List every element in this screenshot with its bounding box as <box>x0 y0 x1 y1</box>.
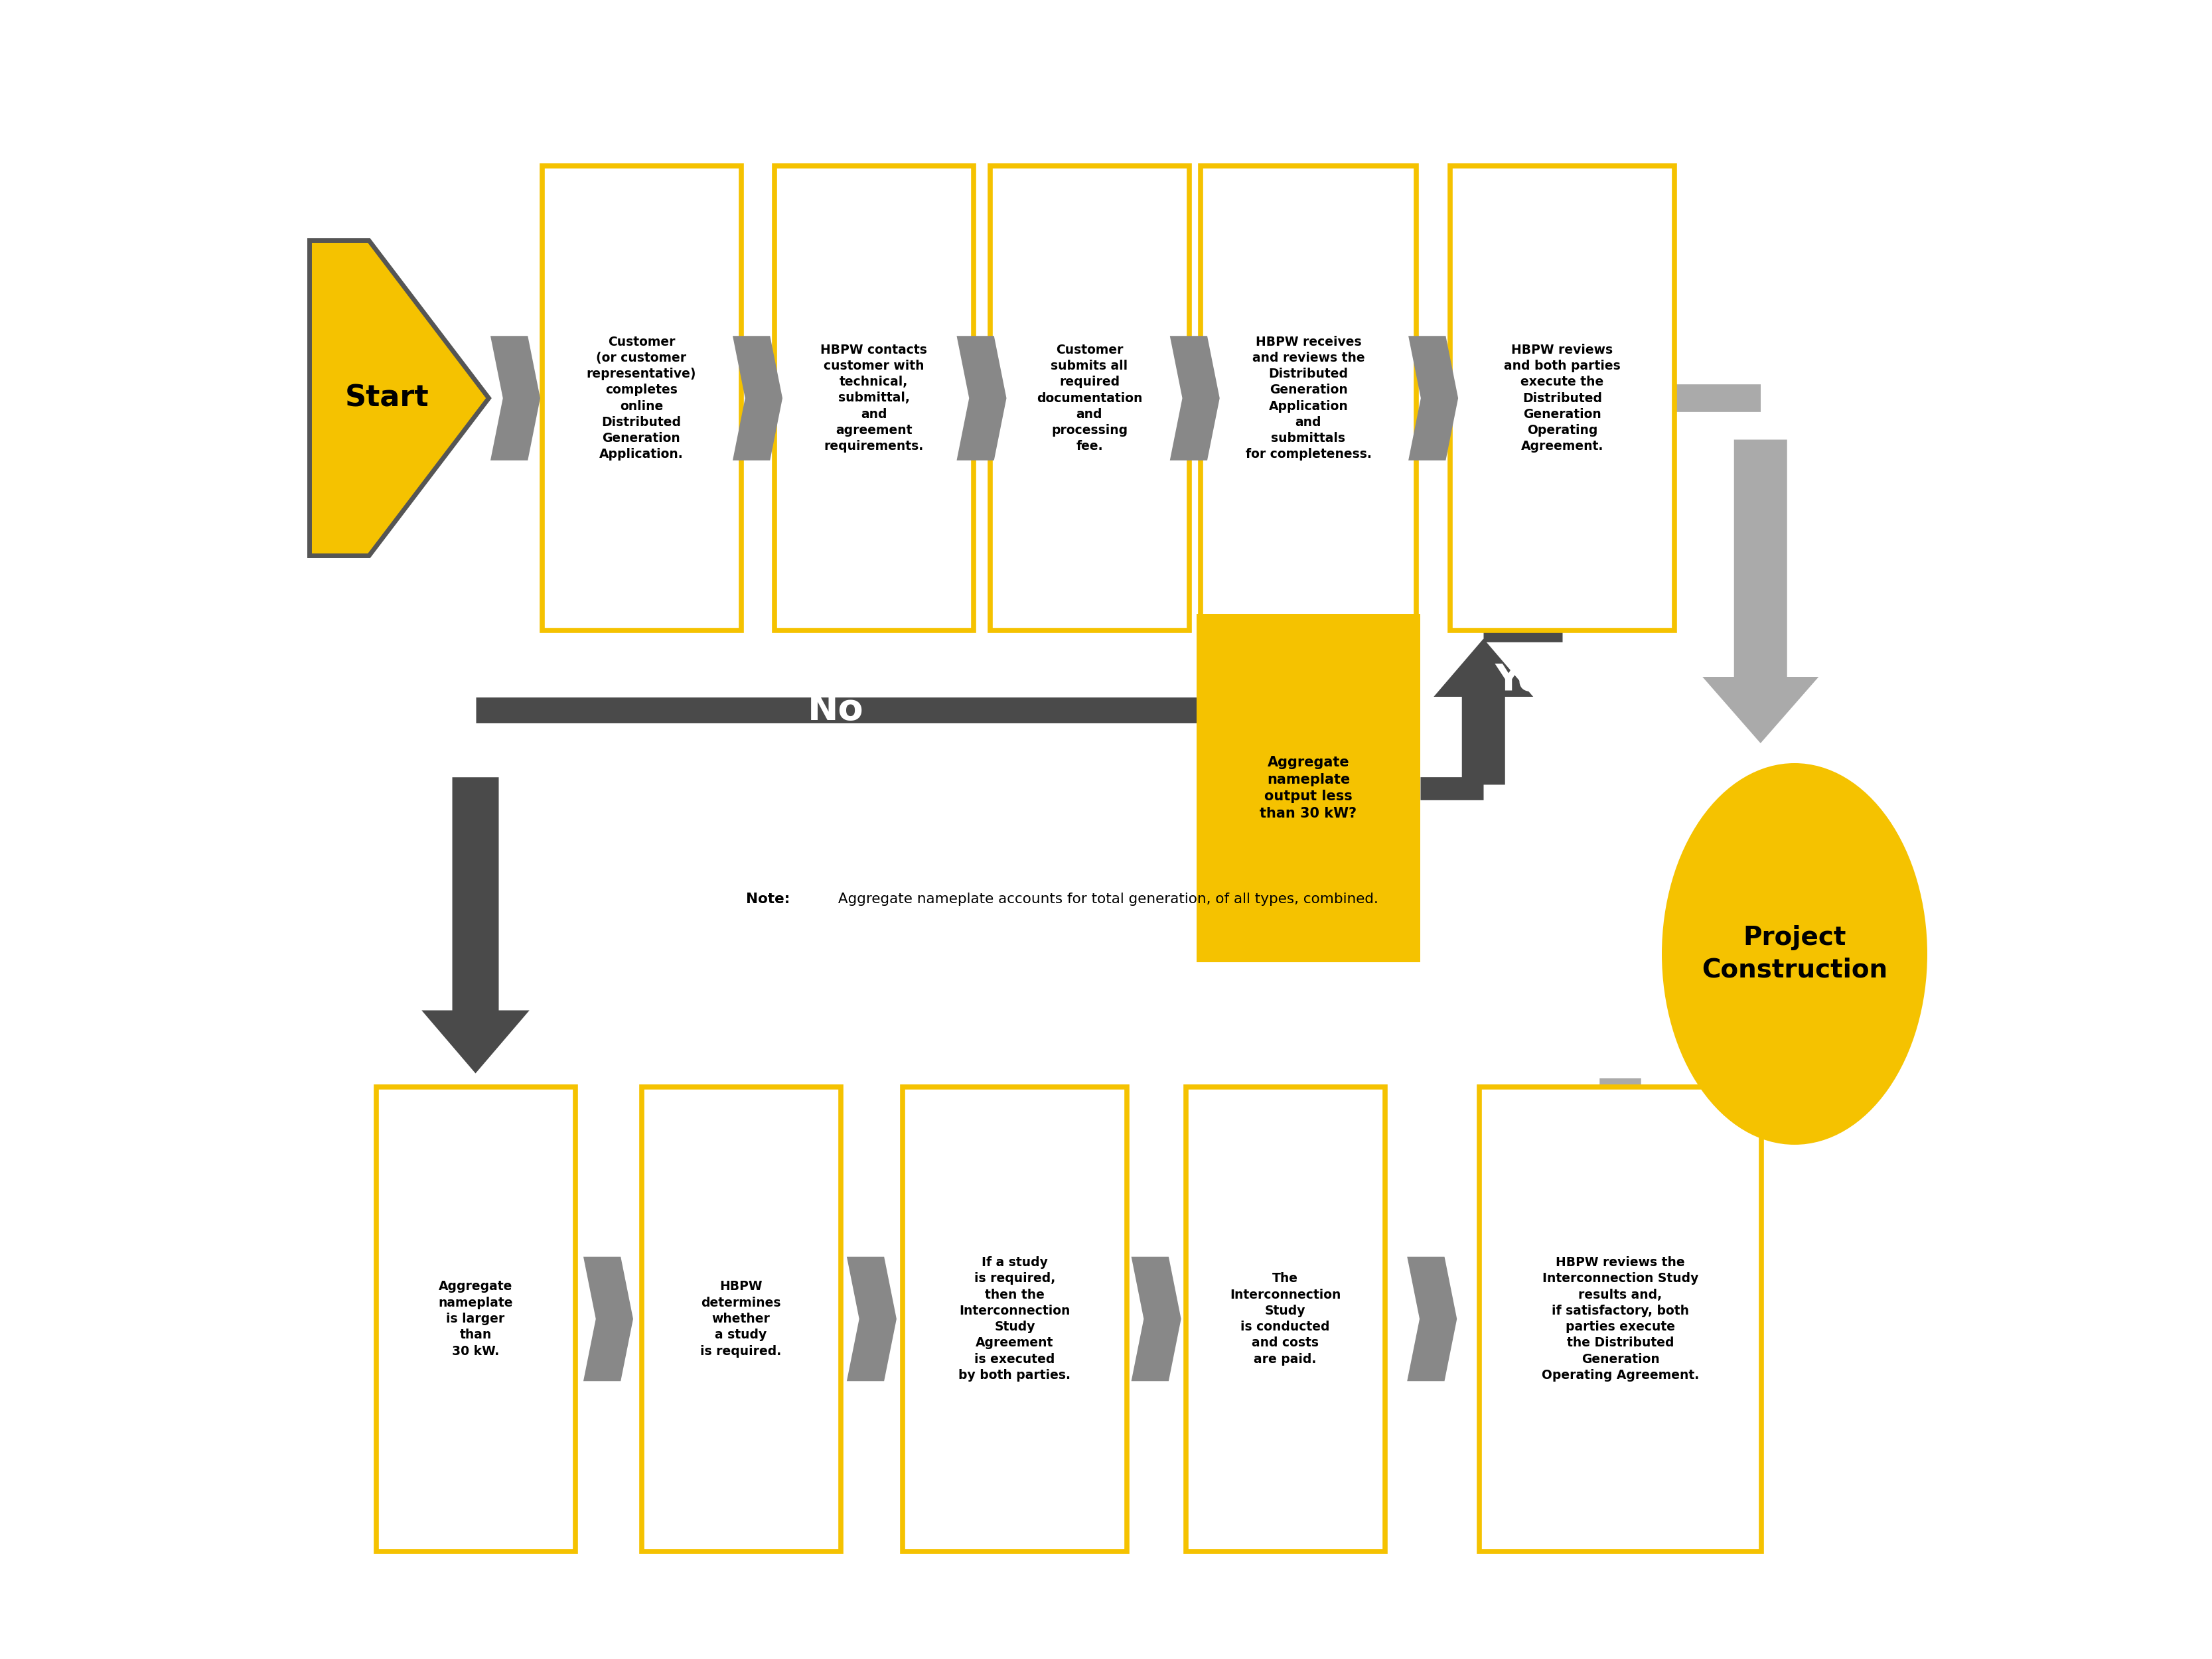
FancyBboxPatch shape <box>1480 1087 1761 1551</box>
Polygon shape <box>732 335 783 460</box>
Polygon shape <box>491 335 540 460</box>
FancyArrow shape <box>1703 440 1818 743</box>
FancyBboxPatch shape <box>774 166 973 630</box>
Text: HBPW reviews the
Interconnection Study
results and,
if satisfactory, both
partie: HBPW reviews the Interconnection Study r… <box>1542 1256 1699 1382</box>
FancyBboxPatch shape <box>376 1087 575 1551</box>
FancyBboxPatch shape <box>989 166 1190 630</box>
Polygon shape <box>956 335 1006 460</box>
Text: Project
Construction: Project Construction <box>1701 926 1887 982</box>
Polygon shape <box>1407 1258 1458 1380</box>
Text: HBPW contacts
customer with
technical,
submittal,
and
agreement
requirements.: HBPW contacts customer with technical, s… <box>821 343 927 453</box>
Text: The
Interconnection
Study
is conducted
and costs
are paid.: The Interconnection Study is conducted a… <box>1230 1272 1340 1365</box>
FancyArrow shape <box>1573 1078 1668 1170</box>
Text: Yes: Yes <box>1495 662 1564 698</box>
Text: Start: Start <box>345 383 429 413</box>
Text: Aggregate nameplate accounts for total generation, of all types, combined.: Aggregate nameplate accounts for total g… <box>834 893 1378 906</box>
Text: Customer
(or customer
representative)
completes
online
Distributed
Generation
Ap: Customer (or customer representative) co… <box>586 335 697 461</box>
FancyArrow shape <box>422 776 529 1073</box>
Polygon shape <box>1170 335 1219 460</box>
Text: No: No <box>807 692 865 728</box>
Polygon shape <box>847 1258 896 1380</box>
Text: Aggregate
nameplate
is larger
than
30 kW.: Aggregate nameplate is larger than 30 kW… <box>438 1281 513 1357</box>
FancyArrow shape <box>1433 639 1533 785</box>
Polygon shape <box>1409 335 1458 460</box>
Polygon shape <box>310 241 489 556</box>
FancyBboxPatch shape <box>1201 166 1416 630</box>
Polygon shape <box>584 1258 633 1380</box>
FancyBboxPatch shape <box>902 1087 1126 1551</box>
Text: Aggregate
nameplate
output less
than 30 kW?: Aggregate nameplate output less than 30 … <box>1261 757 1356 820</box>
FancyBboxPatch shape <box>1186 1087 1385 1551</box>
FancyBboxPatch shape <box>1197 614 1420 962</box>
Text: HBPW reviews
and both parties
execute the
Distributed
Generation
Operating
Agree: HBPW reviews and both parties execute th… <box>1504 343 1621 453</box>
FancyArrow shape <box>1259 606 1358 664</box>
Text: If a study
is required,
then the
Interconnection
Study
Agreement
is executed
by : If a study is required, then the Interco… <box>958 1256 1071 1382</box>
Text: HBPW receives
and reviews the
Distributed
Generation
Application
and
submittals
: HBPW receives and reviews the Distribute… <box>1245 335 1371 461</box>
FancyBboxPatch shape <box>641 1087 841 1551</box>
Text: Customer
submits all
required
documentation
and
processing
fee.: Customer submits all required documentat… <box>1037 343 1141 453</box>
Text: HBPW
determines
whether
a study
is required.: HBPW determines whether a study is requi… <box>701 1281 781 1357</box>
Ellipse shape <box>1661 763 1927 1145</box>
Polygon shape <box>1130 1258 1181 1380</box>
FancyBboxPatch shape <box>542 166 741 630</box>
FancyBboxPatch shape <box>1451 166 1674 630</box>
Text: Note:: Note: <box>745 893 790 906</box>
